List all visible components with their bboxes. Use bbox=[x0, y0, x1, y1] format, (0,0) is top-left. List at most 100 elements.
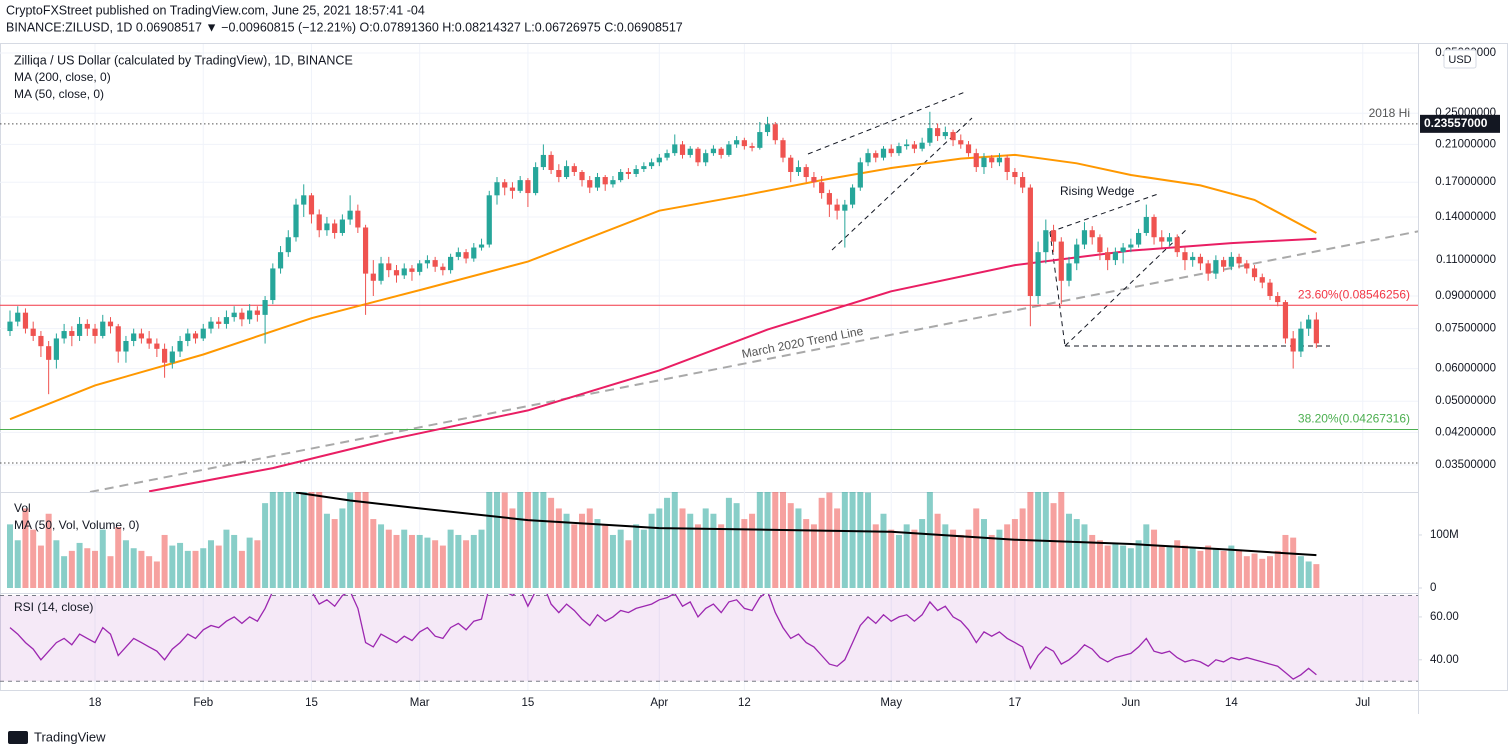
candle-body bbox=[1043, 230, 1049, 253]
volume-bar bbox=[579, 513, 586, 588]
volume-bar bbox=[1066, 513, 1073, 588]
volume-bar bbox=[687, 513, 694, 588]
volume-bar bbox=[594, 519, 601, 588]
legend-entry: MA (50, close, 0) bbox=[14, 87, 104, 101]
volume-bar bbox=[99, 529, 106, 588]
volume-bar bbox=[741, 519, 748, 588]
volume-bar bbox=[478, 529, 485, 588]
candle-body bbox=[1143, 216, 1149, 233]
x-tick-label: May bbox=[880, 697, 902, 709]
candle-body bbox=[1074, 244, 1080, 264]
legend-entry: MA (50, Vol, Volume, 0) bbox=[14, 518, 139, 532]
candle-body bbox=[262, 300, 268, 315]
volume-bar bbox=[540, 492, 547, 588]
candle-body bbox=[556, 170, 562, 178]
volume-bar bbox=[548, 497, 555, 588]
candle-body bbox=[107, 321, 114, 327]
volume-bar bbox=[1251, 553, 1258, 588]
candle-body bbox=[494, 182, 500, 196]
volume-bar bbox=[1089, 534, 1096, 588]
volume-bar bbox=[1011, 519, 1018, 588]
candle-body bbox=[919, 142, 925, 149]
volume-bar bbox=[300, 492, 307, 588]
vol-tick-label: 100M bbox=[1430, 529, 1459, 541]
volume-bar bbox=[679, 508, 686, 588]
legend-title: Zilliqa / US Dollar (calculated by Tradi… bbox=[14, 53, 353, 67]
candle-body bbox=[1050, 230, 1057, 242]
volume-bar bbox=[857, 492, 864, 588]
candle-body bbox=[1251, 268, 1258, 278]
volume-bar bbox=[470, 534, 477, 588]
volume-bar bbox=[130, 548, 137, 588]
candle-body bbox=[633, 169, 639, 174]
candle-body bbox=[362, 227, 369, 274]
volume-bar bbox=[1143, 524, 1150, 588]
candle-body bbox=[455, 252, 461, 257]
volume-bar bbox=[571, 524, 578, 588]
candle-body bbox=[131, 333, 137, 341]
volume-bar bbox=[1297, 556, 1304, 588]
candle-body bbox=[177, 340, 183, 352]
candle-body bbox=[185, 333, 191, 341]
volume-bar bbox=[834, 508, 841, 588]
candle-body bbox=[904, 144, 910, 147]
volume-bar bbox=[602, 524, 609, 588]
candle-body bbox=[641, 166, 647, 170]
candle-body bbox=[695, 148, 701, 163]
candle-body bbox=[1290, 338, 1296, 352]
candle-body bbox=[1012, 171, 1018, 178]
volume-bar bbox=[439, 545, 446, 588]
candle-body bbox=[741, 140, 747, 147]
rsi-line bbox=[9, 594, 1317, 680]
candle-body bbox=[216, 321, 222, 324]
candle-body bbox=[679, 144, 686, 155]
candle-body bbox=[958, 140, 964, 145]
candle-body bbox=[478, 244, 485, 248]
candle-body bbox=[540, 154, 546, 168]
volume-bar bbox=[385, 529, 392, 588]
candle-body bbox=[764, 124, 771, 133]
volume-bar bbox=[919, 519, 926, 588]
wedge-line bbox=[1049, 231, 1066, 347]
candle-body bbox=[1097, 237, 1103, 253]
volume-bar bbox=[138, 550, 145, 588]
volume-bar bbox=[555, 508, 562, 588]
candle-body bbox=[950, 132, 956, 141]
volume-bar bbox=[633, 524, 640, 588]
volume-bar bbox=[517, 492, 524, 588]
volume-bar bbox=[1189, 548, 1196, 588]
volume-bar bbox=[1120, 545, 1127, 588]
candle-body bbox=[1190, 256, 1196, 261]
candle-body bbox=[22, 312, 29, 329]
candle-body bbox=[138, 333, 145, 339]
x-tick-label: 18 bbox=[89, 697, 102, 709]
volume-bar bbox=[277, 492, 284, 588]
volume-bar bbox=[1266, 556, 1273, 588]
volume-bar bbox=[84, 548, 91, 588]
volume-bar bbox=[285, 492, 292, 588]
volume-bar bbox=[865, 492, 872, 588]
volume-bar bbox=[331, 519, 338, 588]
y-tick-label: 0.09000000 bbox=[1435, 290, 1496, 302]
volume-bar bbox=[934, 513, 941, 588]
volume-bar bbox=[509, 508, 516, 588]
volume-bar bbox=[1081, 524, 1088, 588]
candle-body bbox=[69, 331, 75, 336]
candle-body bbox=[625, 171, 631, 174]
candle-body bbox=[873, 153, 879, 158]
volume-bar bbox=[76, 542, 83, 588]
candle-body bbox=[208, 321, 214, 329]
volume-bar bbox=[1050, 503, 1057, 588]
volume-bar bbox=[1197, 550, 1204, 588]
volume-bar bbox=[849, 492, 856, 588]
volume-bar bbox=[254, 540, 261, 588]
candle-body bbox=[370, 273, 376, 281]
volume-bar bbox=[617, 529, 624, 588]
volume-bar bbox=[926, 492, 933, 588]
volume-bar bbox=[841, 492, 848, 588]
volume-bar bbox=[231, 534, 238, 588]
candle-body bbox=[1282, 302, 1289, 339]
candle-body bbox=[1244, 263, 1250, 269]
candle-body bbox=[448, 256, 454, 271]
